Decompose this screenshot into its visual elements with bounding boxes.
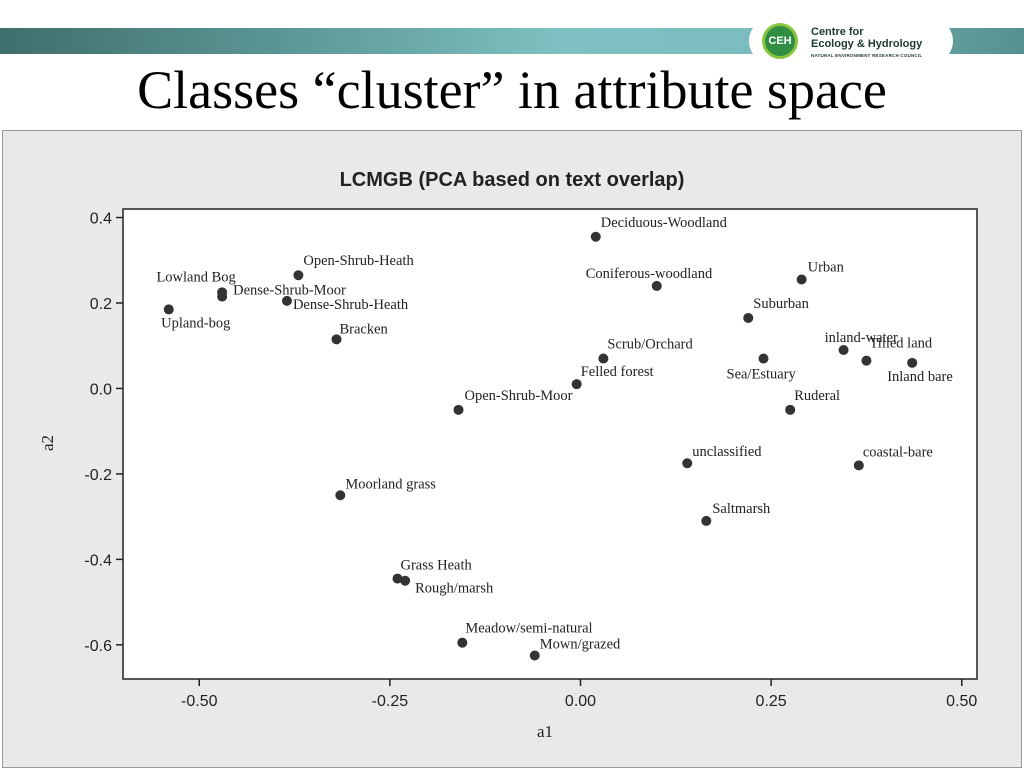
y-tick-label: -0.2 xyxy=(84,467,112,484)
data-point xyxy=(682,458,693,469)
data-point-label: Urban xyxy=(808,260,845,276)
data-point-label: Coniferous-woodland xyxy=(586,266,713,282)
data-point xyxy=(457,637,468,648)
data-point-label: Deciduous-Woodland xyxy=(601,215,728,231)
data-point xyxy=(571,379,582,390)
data-point-label: Ruderal xyxy=(794,388,840,404)
data-point xyxy=(701,515,712,526)
data-point xyxy=(853,460,864,471)
data-point xyxy=(217,291,228,302)
x-axis-label: a1 xyxy=(537,722,553,741)
y-tick-label: -0.6 xyxy=(84,638,112,655)
y-axis: 0.4 0.2 0.0 -0.2 -0.4 -0.6 xyxy=(84,211,123,655)
data-point-label: Scrub/Orchard xyxy=(607,337,693,353)
data-point xyxy=(651,280,662,291)
data-point-label: Saltmarsh xyxy=(712,501,771,517)
scatter-chart: LCMGB (PCA based on text overlap) -0.50-… xyxy=(38,169,978,741)
x-tick-label: 0.00 xyxy=(565,693,596,710)
chart-title: LCMGB (PCA based on text overlap) xyxy=(340,169,685,191)
y-tick-label: 0.0 xyxy=(90,381,112,398)
data-point-label: unclassified xyxy=(692,444,762,460)
data-point-label: Grass Heath xyxy=(401,558,473,574)
data-point-label: Tilled land xyxy=(869,336,932,352)
data-point-label: Open-Shrub-Heath xyxy=(303,253,414,269)
data-point xyxy=(392,573,403,584)
data-point-label: Mown/grazed xyxy=(540,637,621,653)
data-point xyxy=(529,650,540,661)
data-point xyxy=(785,404,796,415)
data-point xyxy=(163,304,174,315)
data-point-label: Moorland grass xyxy=(345,476,436,492)
logo-line-2: Ecology & Hydrology xyxy=(811,38,923,50)
data-point xyxy=(758,353,769,364)
data-point xyxy=(838,345,849,355)
x-tick-label: 0.50 xyxy=(946,693,977,710)
x-tick-label: -0.50 xyxy=(181,693,218,710)
data-point-label: Suburban xyxy=(753,296,809,312)
x-axis: -0.50 -0.25 0.00 0.25 0.50 xyxy=(181,679,977,710)
data-point-label: Dense-Shrub-Moor xyxy=(233,283,346,299)
data-point-label: Dense-Shrub-Heath xyxy=(293,297,409,313)
ceh-logo: CEH Centre for Ecology & Hydrology NATUR… xyxy=(749,18,953,64)
data-point-label: Upland-bog xyxy=(161,315,230,331)
data-point xyxy=(293,270,304,281)
data-point xyxy=(281,295,292,306)
data-point xyxy=(590,231,601,242)
data-point xyxy=(907,357,918,368)
data-point-label: Meadow/semi-natural xyxy=(465,621,592,637)
y-tick-label: -0.4 xyxy=(84,552,112,569)
data-point xyxy=(400,575,411,586)
data-points: Deciduous-Woodland Open-Shrub-Heath Lowlan… xyxy=(156,215,953,661)
slide-title: Classes “cluster” in attribute space xyxy=(137,60,887,120)
data-point xyxy=(453,404,464,415)
data-point-label: Open-Shrub-Moor xyxy=(465,388,573,404)
data-point xyxy=(335,490,346,501)
ceh-logo-icon: CEH xyxy=(762,23,798,59)
logo-line-3: NATURAL ENVIRONMENT RESEARCH COUNCIL xyxy=(811,53,923,58)
y-axis-label: a2 xyxy=(38,435,57,451)
data-point xyxy=(861,355,872,366)
data-point-label: inland-water xyxy=(825,330,898,346)
x-tick-label: -0.25 xyxy=(372,693,409,710)
data-point-label: Inland bare xyxy=(887,369,953,385)
chart-frame: LCMGB (PCA based on text overlap) -0.50-… xyxy=(2,130,1022,768)
data-point xyxy=(598,353,609,364)
logo-line-1: Centre for xyxy=(811,26,864,38)
data-point-label: coastal-bare xyxy=(863,444,933,460)
plot-area xyxy=(122,208,978,680)
data-point-label: Lowland Bog xyxy=(156,269,235,285)
data-point-label: Felled forest xyxy=(581,364,654,380)
data-point xyxy=(331,334,342,345)
data-point xyxy=(796,274,807,285)
x-tick-label: 0.25 xyxy=(756,693,787,710)
data-point-label: Bracken xyxy=(340,321,389,337)
data-point-label: Rough/marsh xyxy=(415,581,494,597)
y-tick-label: 0.4 xyxy=(90,211,112,228)
data-point xyxy=(743,312,754,323)
data-point-label: Sea/Estuary xyxy=(727,367,797,383)
y-tick-label: 0.2 xyxy=(90,296,112,313)
